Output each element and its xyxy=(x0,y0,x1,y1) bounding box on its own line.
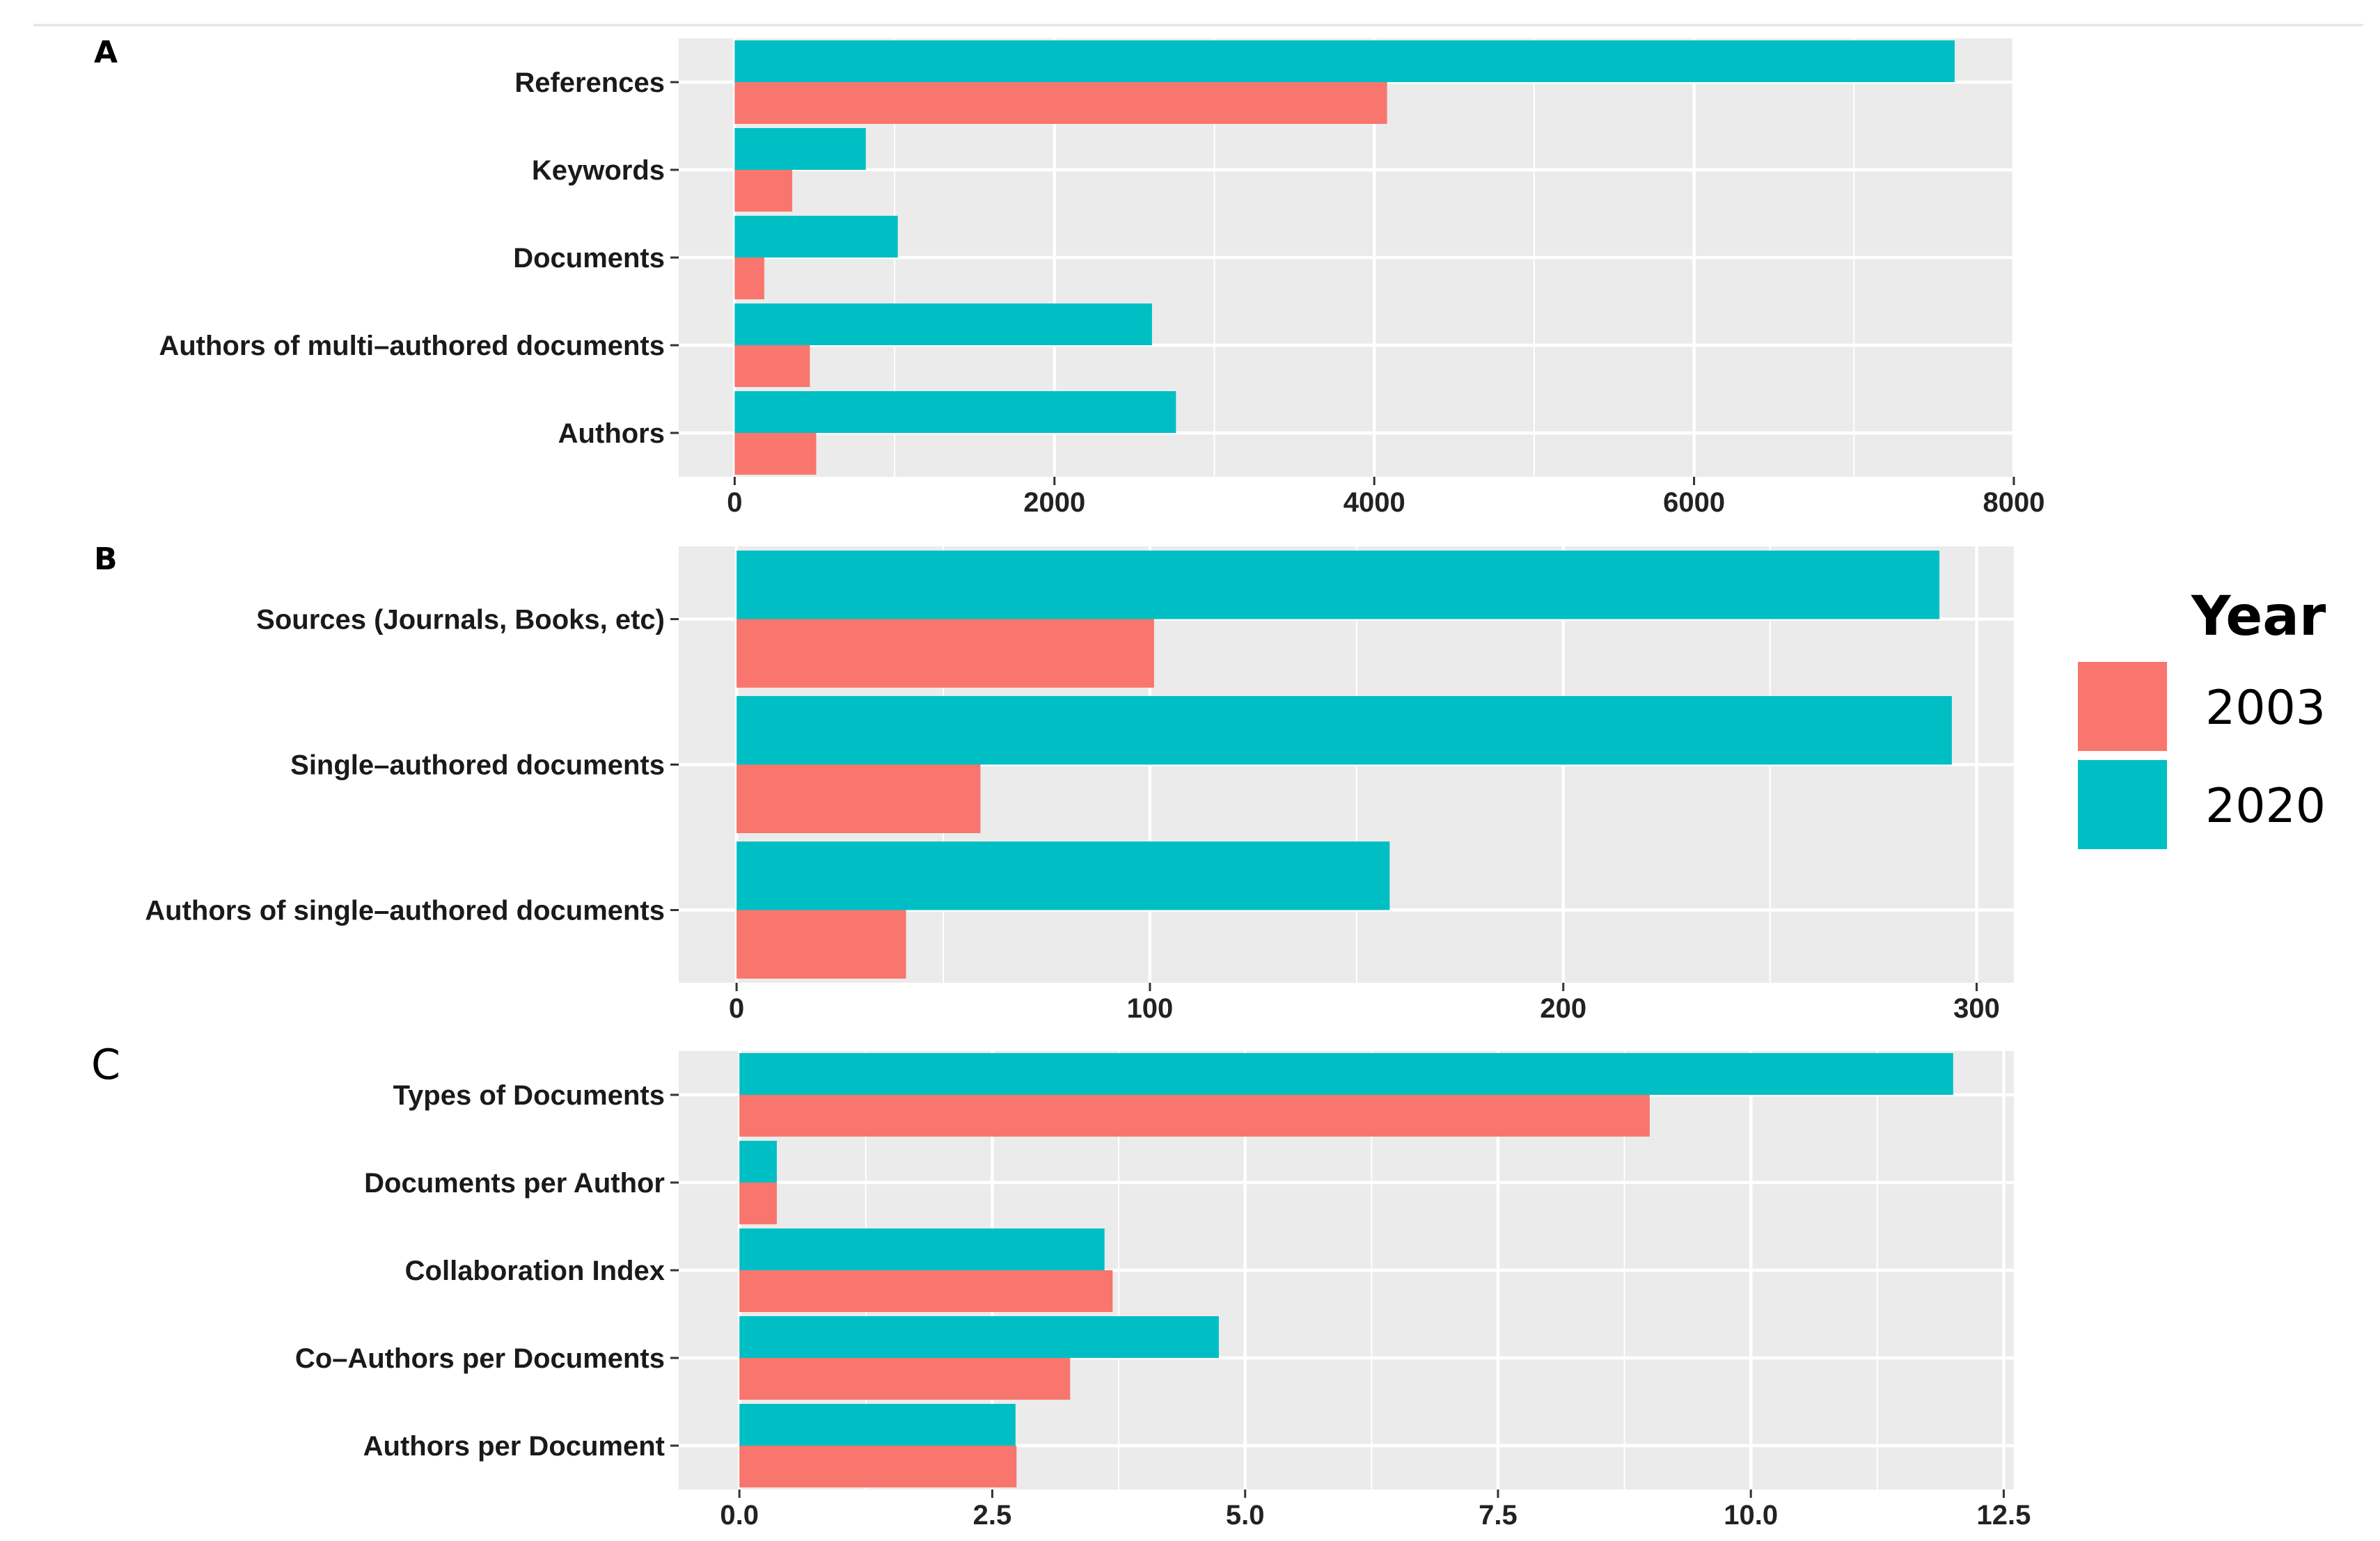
bar-2020 xyxy=(739,1316,1219,1358)
panel-label: B xyxy=(94,542,118,577)
bar-2020 xyxy=(734,303,1152,345)
category-label: Sources (Journals, Books, etc) xyxy=(256,605,665,635)
bar-2003 xyxy=(739,1095,1650,1137)
x-tick-label: 100 xyxy=(1127,993,1174,1024)
bar-2003 xyxy=(734,433,817,475)
x-tick-label: 12.5 xyxy=(1977,1500,2031,1531)
category-label: Keywords xyxy=(532,155,665,186)
category-label: Authors xyxy=(558,418,665,449)
bar-2003 xyxy=(734,258,764,299)
x-tick-label: 8000 xyxy=(1983,487,2045,518)
x-tick-label: 0 xyxy=(727,487,742,518)
bar-2020 xyxy=(739,1053,1953,1095)
category-label: Single–authored documents xyxy=(290,750,665,781)
x-tick-label: 6000 xyxy=(1663,487,1725,518)
legend-label-2003: 2003 xyxy=(2205,681,2326,736)
bar-2003 xyxy=(736,619,1154,688)
bar-2020 xyxy=(736,841,1390,910)
legend-title: Year xyxy=(2191,585,2326,648)
bar-2020 xyxy=(739,1228,1105,1270)
legend-label-2020: 2020 xyxy=(2205,779,2326,834)
x-tick-label: 2000 xyxy=(1023,487,1085,518)
category-label: Documents xyxy=(513,243,665,274)
legend-swatch-2003 xyxy=(2074,658,2171,755)
legend-swatch-2020 xyxy=(2074,756,2171,853)
bar-2020 xyxy=(736,551,1940,619)
category-label: Collaboration Index xyxy=(405,1256,665,1286)
x-tick-label: 5.0 xyxy=(1226,1500,1265,1531)
x-tick-label: 0 xyxy=(729,993,744,1024)
category-label: Authors of multi–authored documents xyxy=(159,331,665,361)
panel-c: Types of Documents Documents per Author Co… xyxy=(91,1041,2031,1531)
bar-2003 xyxy=(739,1183,777,1224)
legend: Year 2003 2020 xyxy=(2074,585,2326,853)
bar-2020 xyxy=(739,1141,777,1183)
x-tick-label: 7.5 xyxy=(1479,1500,1518,1531)
bar-2020 xyxy=(739,1404,1016,1446)
panel-label: A xyxy=(94,35,118,70)
bar-2003 xyxy=(739,1270,1113,1312)
bar-2003 xyxy=(736,910,906,979)
panel-a: References Keywords Documents Authors of mu… xyxy=(94,35,2044,518)
category-label: Co–Authors per Documents xyxy=(295,1343,665,1374)
category-label: References xyxy=(514,68,665,98)
x-tick-label: 200 xyxy=(1540,993,1586,1024)
bar-2003 xyxy=(734,170,793,212)
category-label: Documents per Author xyxy=(364,1168,665,1199)
bar-2003 xyxy=(739,1446,1017,1487)
bar-2020 xyxy=(734,391,1176,433)
category-label: Authors per Document xyxy=(363,1431,665,1462)
bar-2020 xyxy=(734,216,898,258)
bar-2020 xyxy=(734,40,1955,82)
bar-2003 xyxy=(734,345,810,387)
bar-2020 xyxy=(736,696,1952,765)
category-label: Authors of single–authored documents xyxy=(145,896,665,926)
x-tick-label: 0.0 xyxy=(720,1500,759,1531)
panel-b: Sources (Journals, Books, etc) Single–aut… xyxy=(94,542,2014,1024)
bar-2020 xyxy=(734,128,866,170)
x-tick-label: 10.0 xyxy=(1724,1500,1778,1531)
x-tick-label: 300 xyxy=(1953,993,2000,1024)
bar-2003 xyxy=(736,764,981,833)
x-tick-label: 2.5 xyxy=(973,1500,1012,1531)
category-label: Types of Documents xyxy=(393,1080,665,1111)
bar-2003 xyxy=(739,1358,1071,1400)
bar-2003 xyxy=(734,82,1387,124)
x-tick-label: 4000 xyxy=(1343,487,1405,518)
panel-label: C xyxy=(91,1041,120,1089)
